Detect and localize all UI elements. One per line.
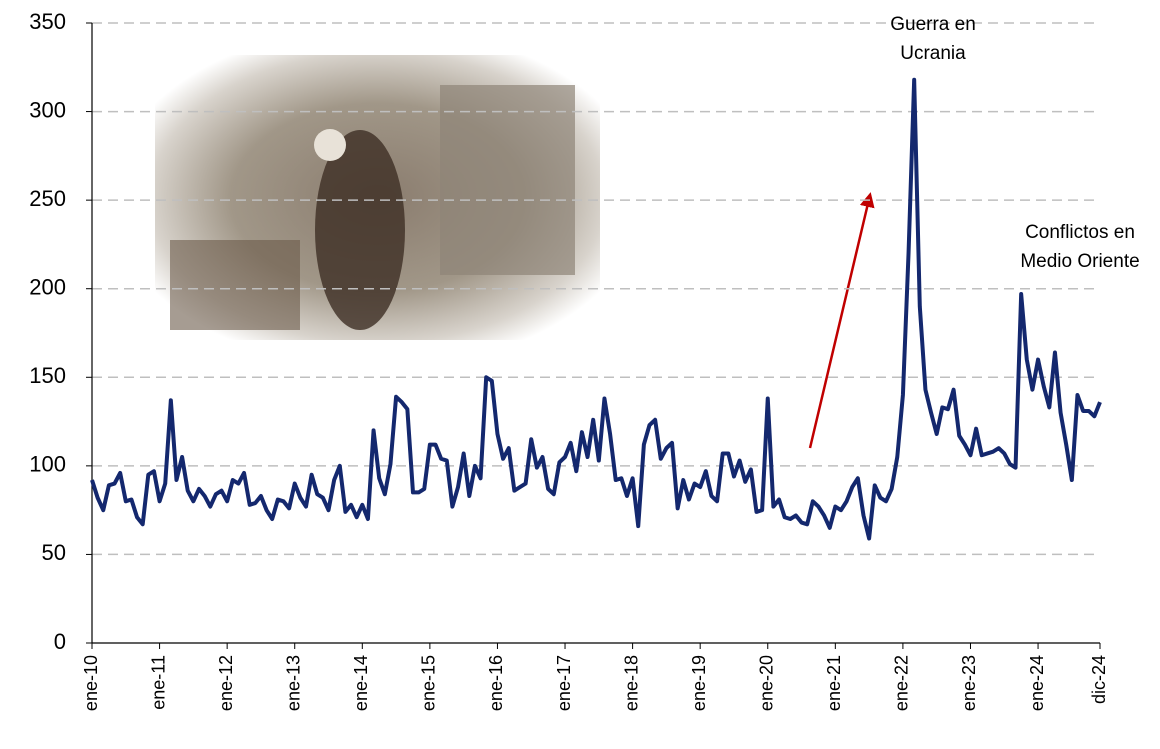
x-tick-label: ene-22 [892,655,912,711]
y-tick-label: 350 [29,9,66,34]
x-tick-label: ene-11 [148,655,168,710]
x-tick-label: ene-17 [554,655,574,711]
y-tick-label: 50 [42,540,66,565]
x-tick-label: ene-18 [621,655,641,711]
y-tick-label: 100 [29,452,66,477]
annotation: Conflictos en [1025,222,1135,243]
x-tick-label: ene-15 [419,655,439,711]
y-tick-label: 150 [29,363,66,388]
x-tick-label: ene-19 [689,655,709,711]
annotation: Medio Oriente [1020,251,1139,272]
x-tick-label: ene-13 [283,655,303,711]
y-tick-label: 300 [29,97,66,122]
y-tick-label: 250 [29,186,66,211]
annotation: Ucrania [900,43,966,64]
x-tick-label: ene-14 [351,655,371,711]
x-tick-label: ene-12 [216,655,236,711]
x-tick-label: ene-20 [757,655,777,711]
x-tick-label: ene-16 [486,655,506,711]
x-tick-label: dic-24 [1089,655,1109,704]
photo [155,55,600,340]
annotation: Guerra en [890,14,976,35]
x-tick-label: ene-10 [81,655,101,711]
arrow [808,192,875,449]
y-tick-label: 200 [29,275,66,300]
x-tick-label: ene-23 [959,655,979,711]
x-tick-label: ene-24 [1027,655,1047,711]
data-line [90,77,1102,541]
y-tick-label: 0 [54,629,66,654]
x-tick-label: ene-21 [824,655,844,711]
